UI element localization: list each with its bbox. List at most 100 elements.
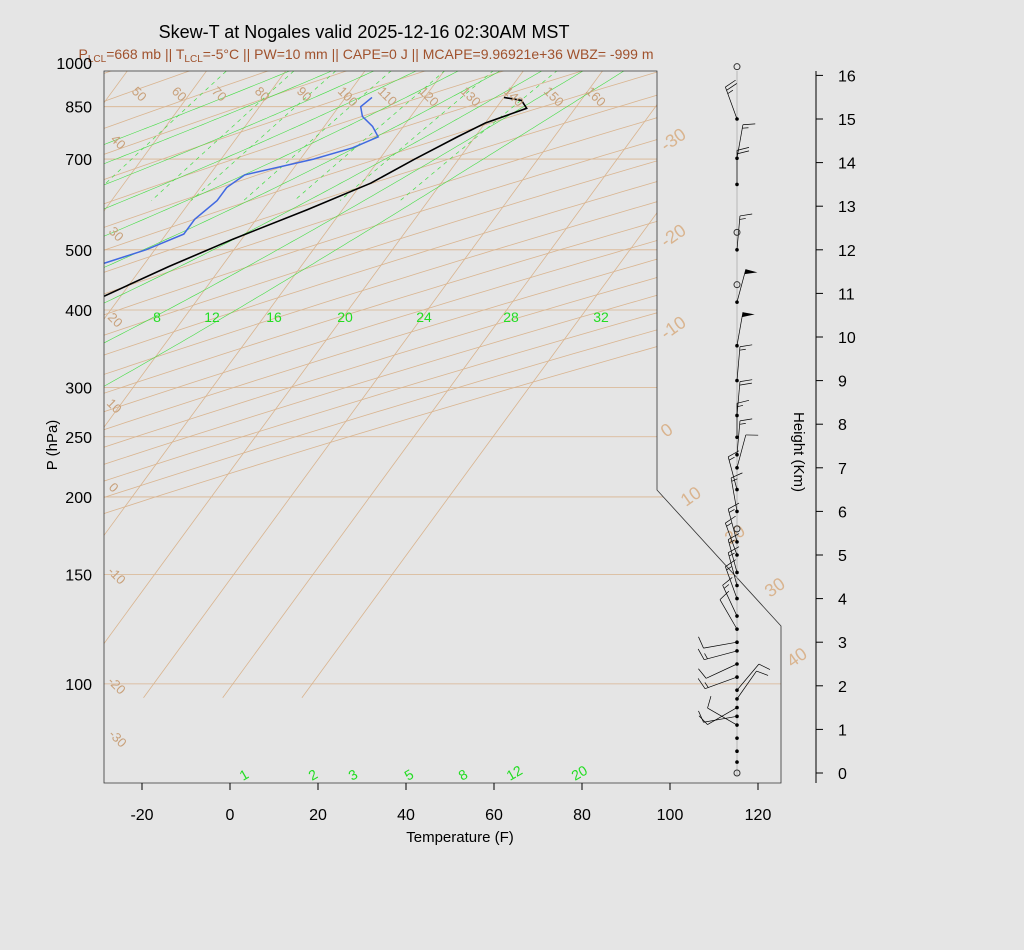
pressure-tick-label: 150 xyxy=(65,568,92,585)
mixing-ratio-line xyxy=(151,71,312,201)
mixing-ratio-label: 16 xyxy=(266,309,282,325)
dry-adiabat-label: 140 xyxy=(501,84,527,110)
wind-barb xyxy=(736,312,755,346)
wind-barb xyxy=(736,147,750,185)
dry-adiabat-label: 100 xyxy=(335,84,361,110)
wind-obs-dot xyxy=(735,378,739,383)
mixing-ratio-label: 24 xyxy=(416,309,432,325)
sounding-profiles xyxy=(104,96,528,685)
y-axis-label: P (hPa) xyxy=(44,420,61,471)
temp-tick-label: -20 xyxy=(130,807,153,824)
wind-barb xyxy=(698,707,738,725)
temp-tick-label: 20 xyxy=(309,807,327,824)
isotherm-line xyxy=(301,71,777,698)
isotherm-label: 10 xyxy=(677,482,705,510)
height-tick-label: 8 xyxy=(838,417,847,434)
mixing-ratio-label: 8 xyxy=(153,309,161,325)
dry-adiabat-label: 40 xyxy=(108,132,129,153)
wind-obs-dot xyxy=(735,487,739,492)
height-tick-label: 12 xyxy=(838,243,856,260)
calm-wind-marker xyxy=(733,228,741,236)
mixing-ratio-line xyxy=(339,71,513,201)
temp-tick-label: 40 xyxy=(397,807,415,824)
dry-adiabat-line xyxy=(104,71,781,685)
wind-barb xyxy=(736,269,758,303)
wind-obs-dot xyxy=(735,435,739,440)
dry-adiabat-label: -30 xyxy=(106,727,130,751)
pressure-tick-label: 300 xyxy=(65,381,92,398)
mixing-ratio-line xyxy=(294,71,464,201)
wind-obs-dot xyxy=(735,749,739,753)
height-tick-label: 9 xyxy=(838,374,847,391)
dry-adiabat-line xyxy=(104,71,781,685)
pressure-tick-label: 100 xyxy=(65,677,92,694)
mixing-ratio-label: 12 xyxy=(204,309,220,325)
dry-adiabat-line xyxy=(104,71,492,685)
mixing-ratio-label: 28 xyxy=(503,309,519,325)
dry-adiabat-line xyxy=(104,71,572,685)
calm-wind-marker xyxy=(733,281,741,289)
wind-barb-profile xyxy=(697,63,771,777)
calm-wind-marker xyxy=(733,525,741,533)
dry-adiabat-label: 30 xyxy=(106,224,127,245)
pressure-tick-label: 250 xyxy=(65,430,92,447)
temp-tick-label: 100 xyxy=(657,807,684,824)
wind-obs-dot xyxy=(735,736,739,740)
dry-adiabat-label: 70 xyxy=(209,84,230,105)
wind-obs-dot xyxy=(735,509,739,514)
dry-adiabat-label: -20 xyxy=(105,674,129,698)
pressure-tick-label: 700 xyxy=(65,152,92,169)
dry-adiabat-line xyxy=(104,71,781,685)
pressure-tick-label: 850 xyxy=(65,100,92,117)
height-tick-label: 14 xyxy=(838,156,856,173)
mixing-ratio-label: 3 xyxy=(346,766,361,784)
moist-adiabat-line xyxy=(104,71,460,498)
wind-obs-dot xyxy=(735,413,739,418)
moist-adiabat-line xyxy=(104,71,539,498)
mixing-ratio-label: 20 xyxy=(569,762,591,784)
moist-adiabat-line xyxy=(104,71,341,498)
wind-barb xyxy=(736,123,756,159)
height-tick-label: 10 xyxy=(838,330,856,347)
temp-tick-label: 80 xyxy=(573,807,591,824)
calm-wind-marker xyxy=(733,769,741,777)
dry-adiabat-line xyxy=(104,71,781,685)
wind-barb xyxy=(736,213,753,250)
chart-subtitle: PLCL=668 mb || TLCL=-5°C || PW=10 mm || … xyxy=(78,46,653,65)
mixing-ratio-label: 2 xyxy=(306,766,321,784)
moist-adiabat-line xyxy=(104,71,500,498)
height-tick-label: 5 xyxy=(838,548,847,565)
background-grid xyxy=(104,71,781,698)
height-tick-label: 13 xyxy=(838,199,856,216)
wind-barb xyxy=(698,663,738,679)
wind-barb xyxy=(698,636,738,649)
wind-barb xyxy=(736,344,753,381)
dry-adiabat-line xyxy=(104,71,331,685)
pressure-tick-label: 500 xyxy=(65,243,92,260)
plot-frame xyxy=(103,70,782,784)
wind-obs-dot xyxy=(735,452,739,457)
height-tick-label: 16 xyxy=(838,68,856,85)
pressure-tick-label: 200 xyxy=(65,490,92,507)
wind-barb xyxy=(736,670,769,700)
height-tick-label: 7 xyxy=(838,461,847,478)
dry-adiabat-label: 120 xyxy=(416,84,442,110)
isotherm-line xyxy=(104,71,381,698)
pressure-tick-label: 400 xyxy=(65,303,92,320)
grid-labels: -30-20-10010203040-30-20-100102030405060… xyxy=(104,84,811,784)
dry-adiabat-line xyxy=(104,71,781,685)
chart-title: Skew-T at Nogales valid 2025-12-16 02:30… xyxy=(159,22,570,42)
calm-wind-marker xyxy=(733,63,741,71)
dry-adiabat-label: 60 xyxy=(169,84,190,105)
wind-barb xyxy=(736,434,759,468)
dry-adiabat-label: 150 xyxy=(541,84,567,110)
height-tick-label: 0 xyxy=(838,766,847,783)
mixing-ratio-label: 8 xyxy=(456,766,471,784)
isotherm-line xyxy=(104,71,540,698)
isotherm-label: -20 xyxy=(657,220,690,251)
wind-barb xyxy=(697,676,738,690)
dry-adiabat-label: 80 xyxy=(252,84,273,105)
wind-barb xyxy=(736,418,753,455)
